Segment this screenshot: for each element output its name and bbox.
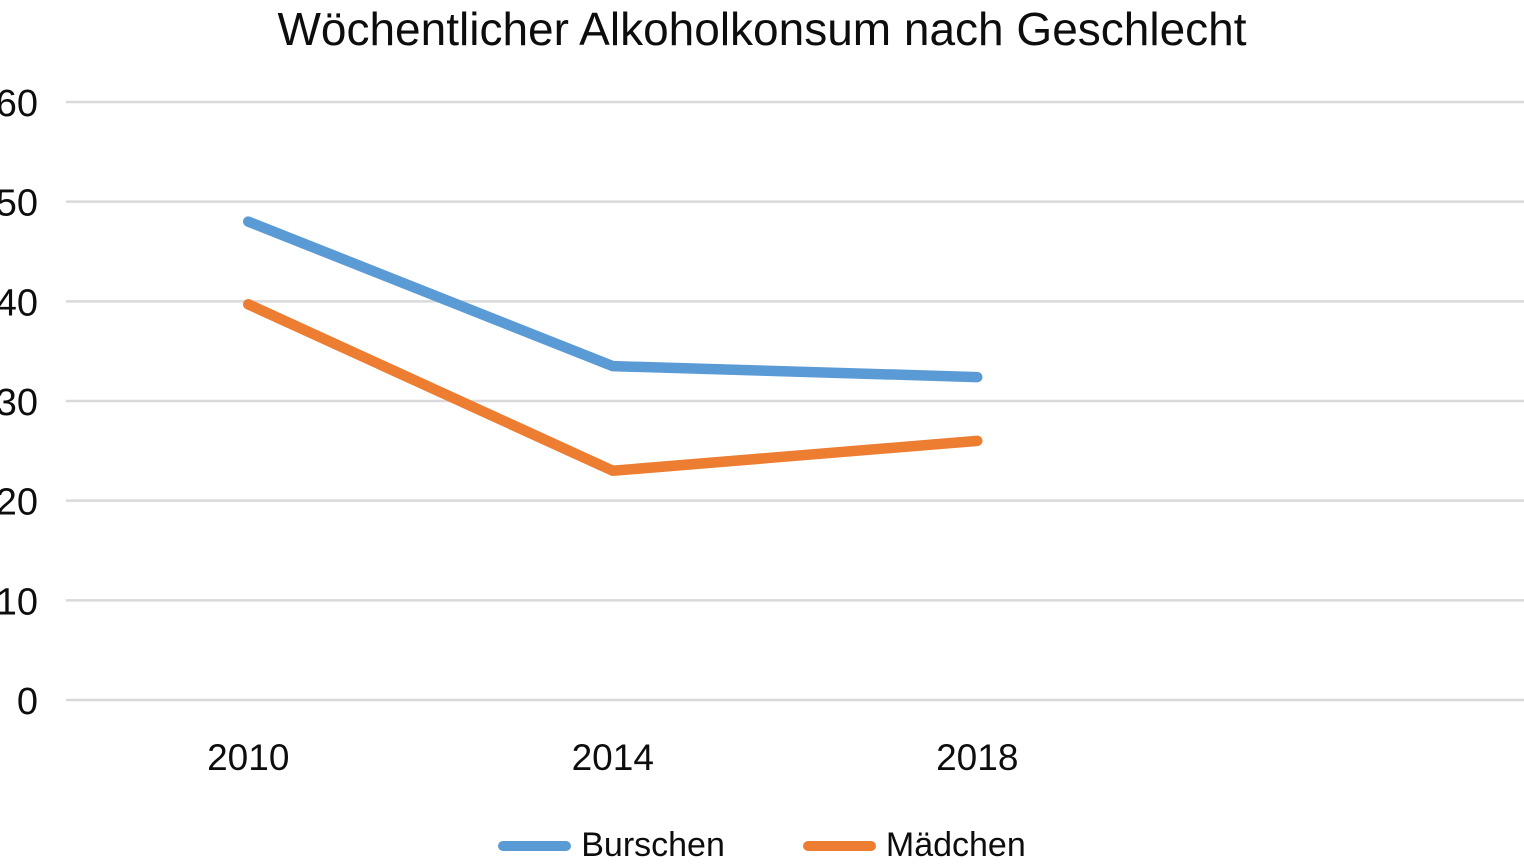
y-axis-tick-label: 40 [0, 282, 38, 324]
legend-item-burschen: Burschen [498, 826, 725, 865]
y-axis-tick-label: 60 [0, 83, 38, 125]
y-axis-tick-label: 50 [0, 183, 38, 225]
series-line-mdchen [243, 299, 983, 477]
legend-label-burschen: Burschen [581, 826, 725, 864]
legend-label-maedchen: Mädchen [885, 826, 1026, 864]
y-axis-tick-label: 20 [0, 482, 38, 524]
chart-title: Wöchentlicher Alkoholkonsum nach Geschle… [277, 3, 1247, 55]
x-axis-tick-label: 2018 [936, 737, 1018, 778]
y-axis-tick-label: 30 [0, 382, 38, 424]
y-axis-tick-label: 10 [0, 581, 38, 623]
burschen-line-swatch-icon [498, 840, 572, 851]
x-axis-tick-label: 2014 [572, 737, 654, 778]
series-line-burschen [243, 216, 983, 383]
chart-legend: Burschen Mädchen [0, 826, 1524, 865]
y-axis-tick-label: 0 [17, 681, 38, 723]
x-axis-tick-label: 2010 [207, 737, 289, 778]
legend-item-maedchen: Mädchen [802, 826, 1026, 865]
maedchen-line-swatch-icon [802, 840, 876, 851]
